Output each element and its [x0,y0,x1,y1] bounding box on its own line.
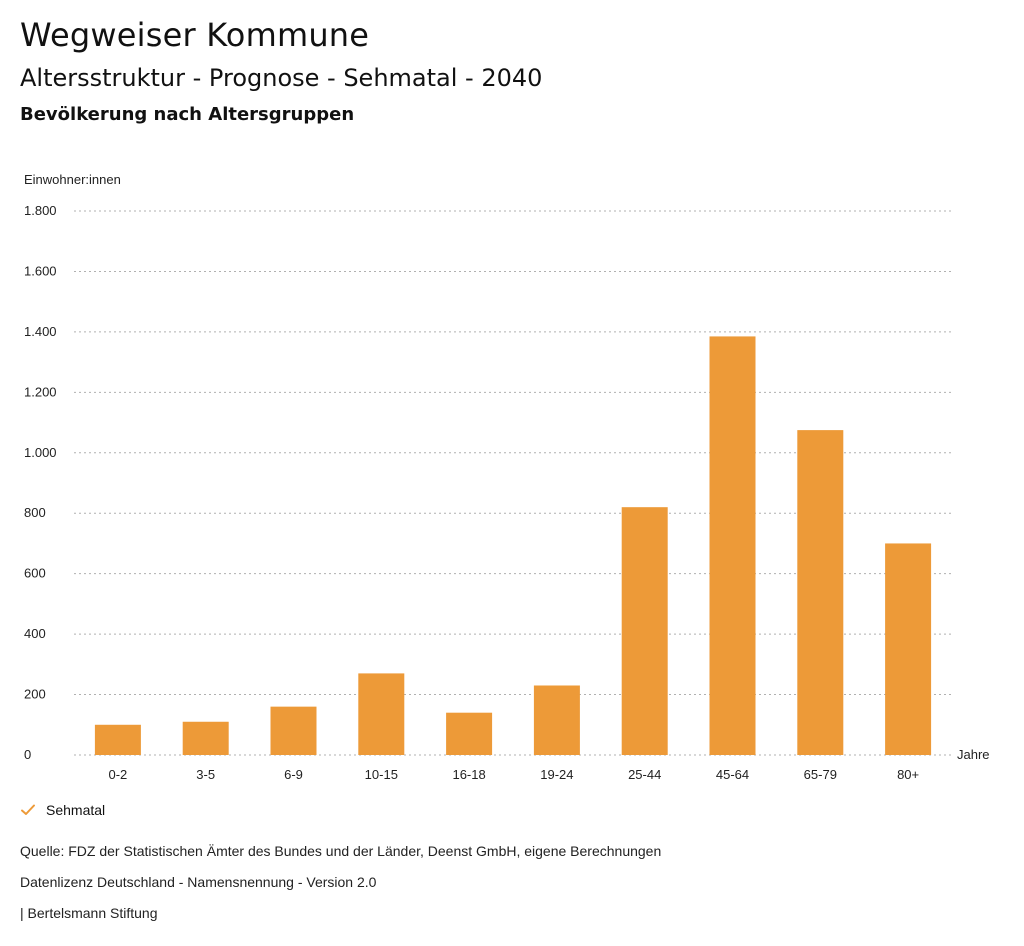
y-tick-label: 1.800 [24,203,57,218]
y-tick-label: 1.000 [24,445,57,460]
bar-0-2[interactable] [94,724,141,755]
bar-80+[interactable] [885,543,932,755]
y-tick-label: 1.400 [24,324,57,339]
bar-3-5[interactable] [182,721,229,755]
x-tick-label: 65-79 [804,767,837,782]
chart-subtitle: Altersstruktur - Prognose - Sehmatal - 2… [20,64,543,92]
x-tick-label: 19-24 [540,767,573,782]
bar-chart: Einwohner:innen 0 200 400 600 800 1.000 1.200 1.… [24,172,990,782]
x-tick-label: 0-2 [109,767,128,782]
bar-45-64[interactable] [709,336,756,755]
x-tick-label: 3-5 [196,767,215,782]
bar-25-44[interactable] [621,507,668,755]
x-axis-title: Jahre [957,747,990,762]
bar-16-18[interactable] [446,712,493,755]
check-icon [21,804,35,815]
publisher-note: | Bertelsmann Stiftung [20,905,158,921]
bar-10-15[interactable] [358,673,405,755]
y-tick-label: 400 [24,626,46,641]
x-tick-label: 45-64 [716,767,749,782]
x-tick-label: 6-9 [284,767,303,782]
y-tick-label: 800 [24,505,46,520]
y-tick-label: 200 [24,687,46,702]
source-note: Quelle: FDZ der Statistischen Ämter des … [20,843,662,859]
bar-19-24[interactable] [533,685,580,755]
bar-6-9[interactable] [270,706,317,755]
y-tick-label: 600 [24,566,46,581]
x-tick-label: 25-44 [628,767,661,782]
legend-label: Sehmatal [46,802,106,818]
section-title: Bevölkerung nach Altersgruppen [20,104,355,125]
legend-item-sehmatal[interactable]: Sehmatal [20,802,105,818]
x-tick-label: 10-15 [365,767,398,782]
x-tick-label: 80+ [897,767,919,782]
y-tick-label: 1.200 [24,384,57,399]
y-tick-label: 1.600 [24,263,57,278]
y-tick-label: 0 [24,747,31,762]
license-note: Datenlizenz Deutschland - Namensnennung … [20,874,377,890]
y-axis-title: Einwohner:innen [24,172,121,187]
page-title: Wegweiser Kommune [20,16,370,54]
bar-65-79[interactable] [797,430,844,755]
x-tick-label: 16-18 [452,767,485,782]
